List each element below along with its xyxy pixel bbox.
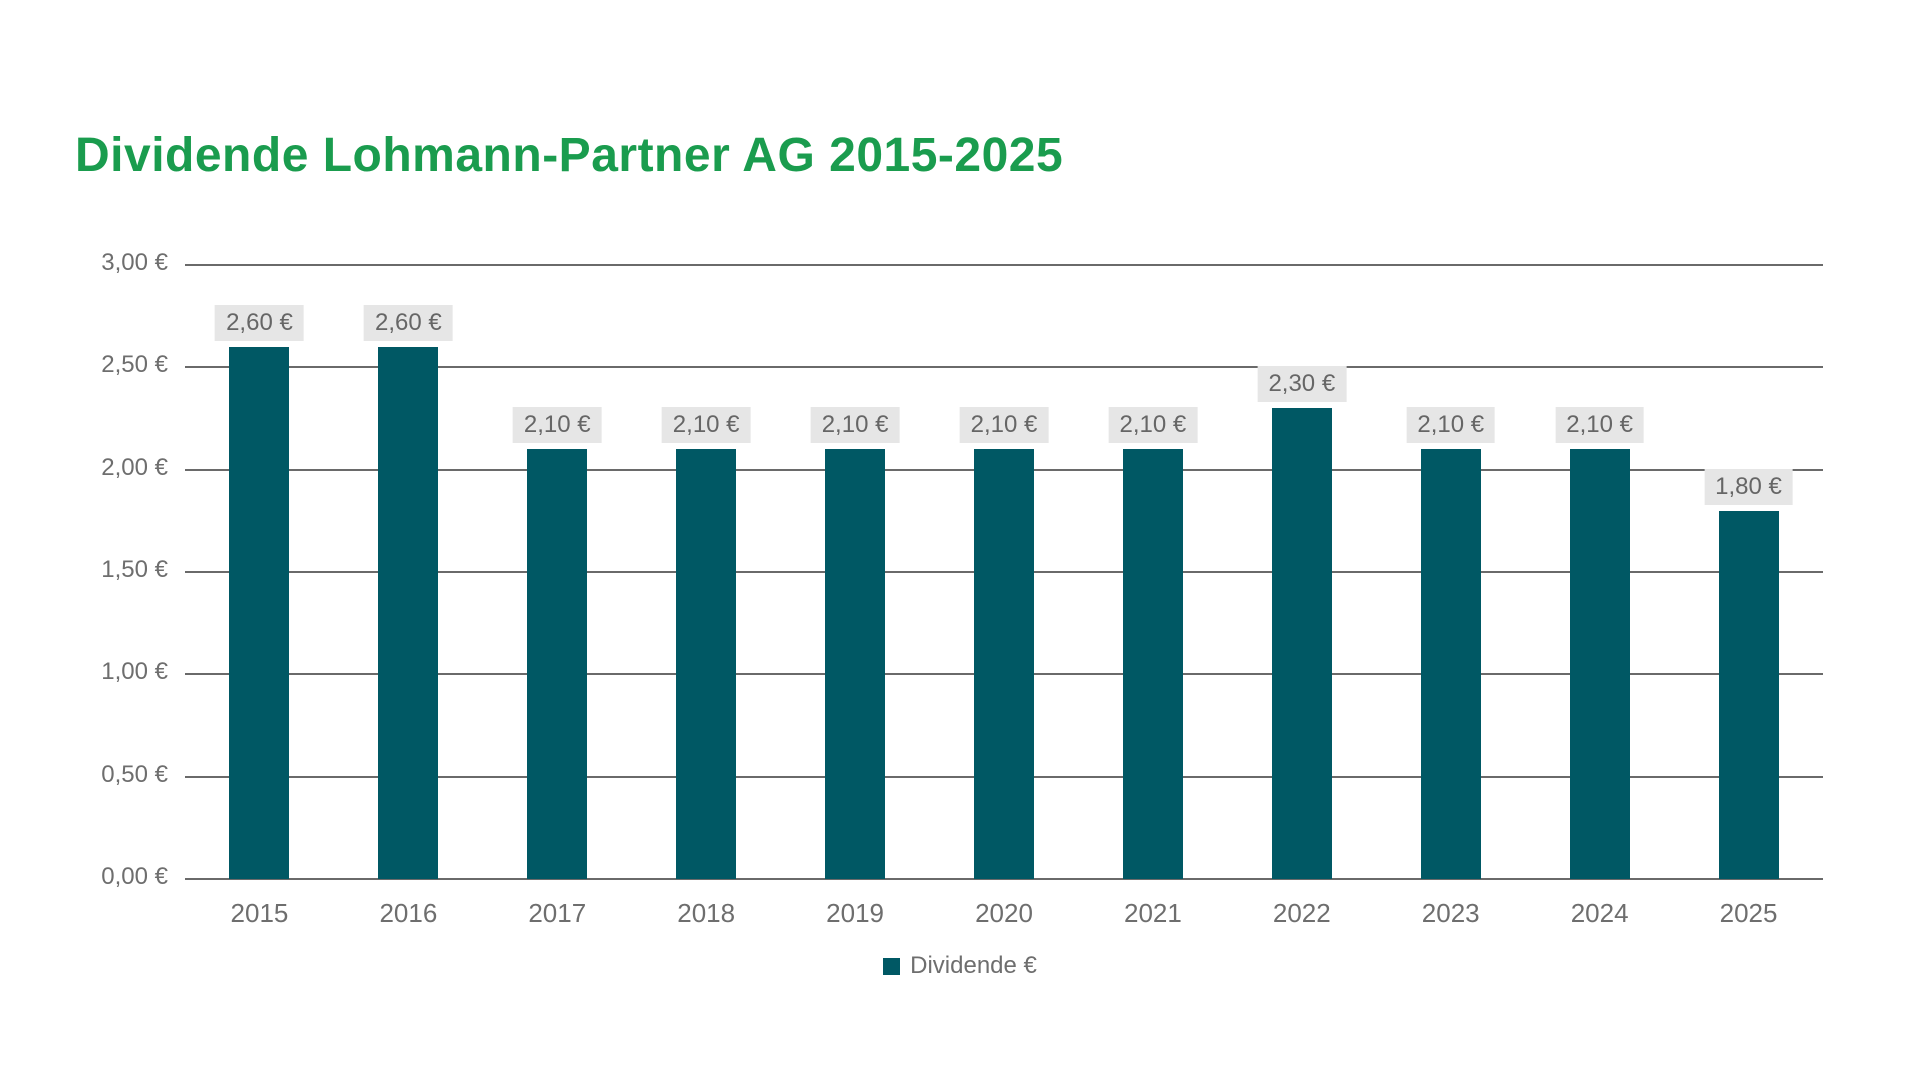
- x-axis-label: 2023: [1421, 898, 1480, 928]
- gridline: [185, 878, 1823, 880]
- gridline: [185, 366, 1823, 369]
- chart-title: Dividende Lohmann-Partner AG 2015-2025: [75, 129, 1064, 182]
- bar-value-label: 2,10 €: [1406, 407, 1496, 444]
- x-axis-label: 2017: [528, 898, 587, 928]
- bar-2020: [974, 449, 1034, 879]
- gridline: [185, 264, 1823, 266]
- bar-value-label: 2,10 €: [959, 407, 1049, 444]
- bar-2016: [378, 346, 439, 879]
- bar-value-label: 1,80 €: [1704, 468, 1793, 505]
- legend-label: Dividende €: [910, 952, 1037, 979]
- bar-value-label: 2,10 €: [1108, 407, 1198, 444]
- y-axis-tick-label: 2,50 €: [101, 351, 168, 379]
- y-axis-tick-label: 3,00 €: [101, 249, 168, 276]
- x-axis-label: 2024: [1570, 898, 1629, 928]
- x-axis-label: 2021: [1123, 898, 1182, 928]
- bar-value-label: 2,10 €: [512, 407, 602, 444]
- legend-swatch: [883, 957, 901, 975]
- y-axis-tick-label: 2,00 €: [101, 453, 168, 481]
- bar-value-label: 2,60 €: [215, 304, 304, 341]
- bar-value-label: 2,60 €: [363, 304, 453, 341]
- bar-value-label: 2,30 €: [1257, 366, 1347, 403]
- x-axis-label: 2019: [826, 898, 884, 928]
- bar-2022: [1271, 408, 1332, 879]
- x-axis-label: 2016: [379, 898, 438, 928]
- y-axis-tick-label: 1,50 €: [101, 556, 168, 583]
- y-axis-tick-label: 1,00 €: [101, 658, 168, 686]
- bar-2019: [825, 449, 886, 879]
- y-axis-tick-label: 0,50 €: [101, 760, 168, 788]
- bar-value-label: 2,10 €: [661, 407, 751, 444]
- legend: Dividende €: [0, 952, 1920, 980]
- y-axis-tick-label: 0,00 €: [101, 863, 168, 890]
- bar-2017: [527, 449, 588, 879]
- x-axis-label: 2020: [975, 898, 1033, 928]
- x-axis-label: 2022: [1272, 898, 1331, 928]
- bar-2025: [1718, 510, 1779, 879]
- x-axis-label: 2015: [230, 898, 289, 928]
- bar-2015: [229, 346, 290, 879]
- x-axis-label: 2018: [677, 898, 736, 928]
- bar-value-label: 2,10 €: [1555, 407, 1644, 444]
- bar-value-label: 2,10 €: [810, 407, 900, 444]
- x-axis-label: 2025: [1719, 898, 1778, 928]
- bar-2018: [676, 449, 737, 879]
- bar-2021: [1122, 449, 1183, 879]
- bar-2023: [1420, 449, 1481, 879]
- bar-2024: [1569, 449, 1630, 879]
